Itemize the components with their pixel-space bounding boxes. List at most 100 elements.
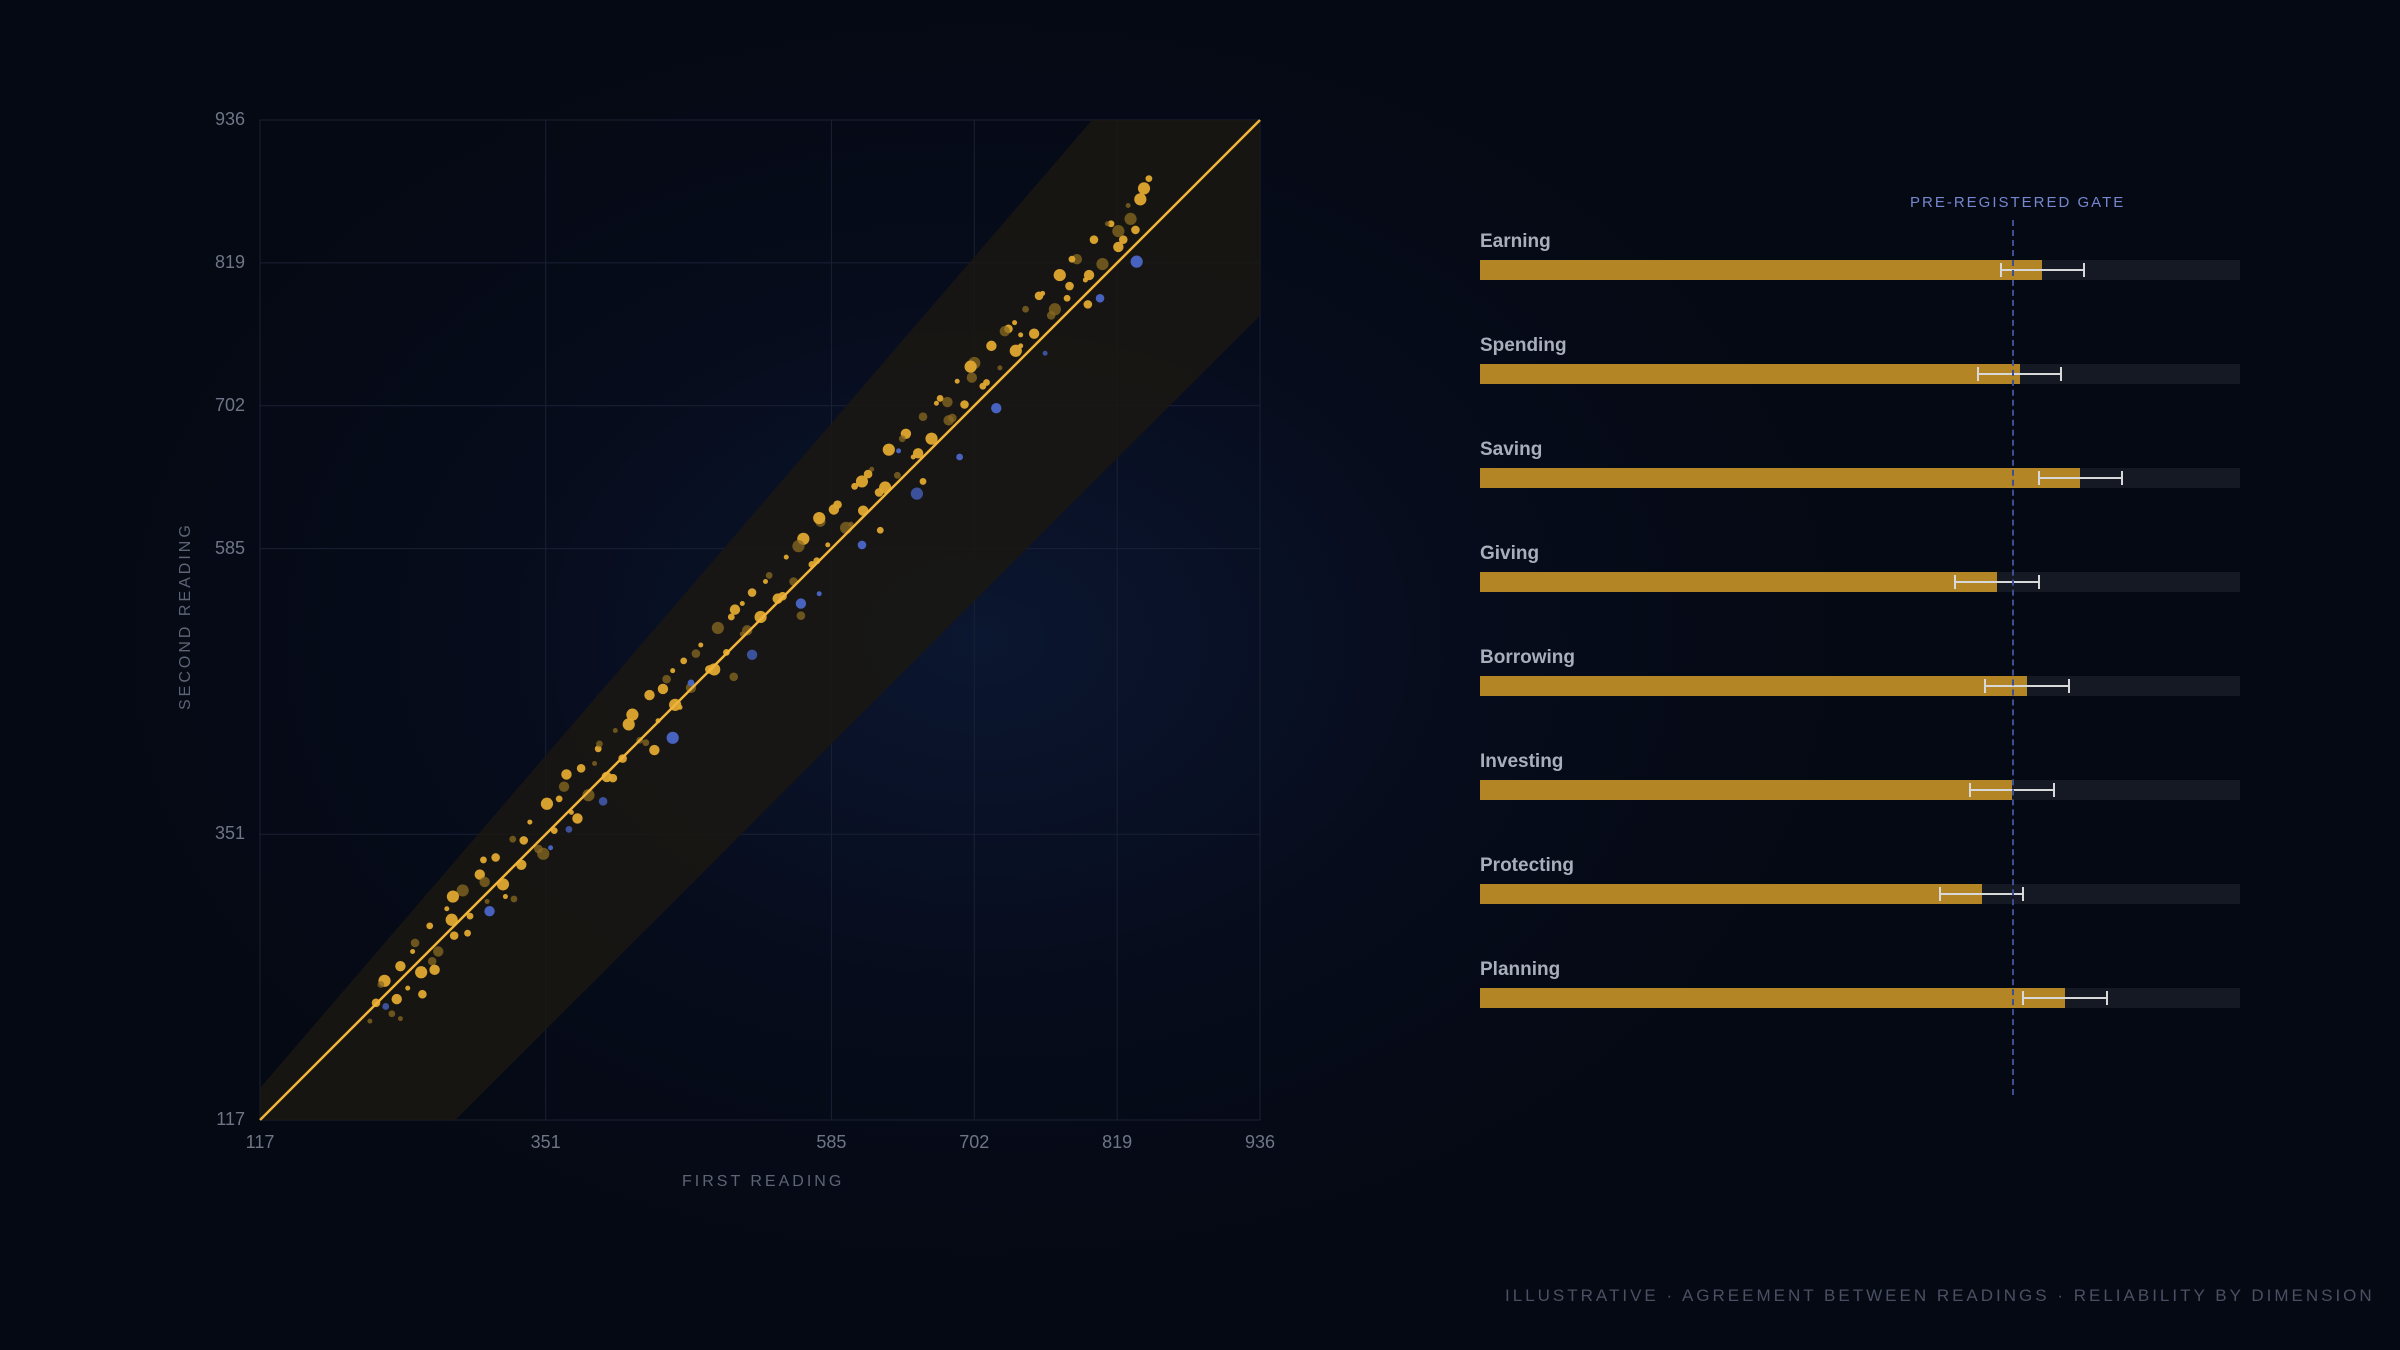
scatter-point-gold <box>429 964 440 976</box>
scatter-point-gold <box>592 760 598 766</box>
scatter-point-gold <box>855 475 869 488</box>
scatter-point-gold <box>480 856 487 864</box>
scatter-point-gold <box>405 985 411 991</box>
scatter-point-gold <box>919 478 927 485</box>
scatter-point-gold <box>762 579 768 585</box>
scatter-point-gold <box>1107 220 1115 228</box>
scatter-point-gold <box>622 718 635 731</box>
agreement-band <box>260 120 1260 1120</box>
scatter-point-gold <box>711 621 724 635</box>
scatter-point-gold <box>954 378 960 384</box>
scatter-point-gold <box>596 740 603 748</box>
scatter-point-gold <box>576 764 586 773</box>
scatter-point-blue <box>1042 350 1048 356</box>
scatter-point-gold <box>783 554 789 560</box>
scatter-point-gold <box>464 929 471 937</box>
scatter-point-gold <box>445 913 458 926</box>
scatter-point-gold <box>572 813 583 824</box>
scatter-point-gold <box>1034 291 1044 301</box>
scatter-point-gold <box>828 504 840 515</box>
x-tick-label: 351 <box>530 1132 561 1152</box>
scatter-point-blue <box>857 540 867 550</box>
scatter-point-gold <box>948 413 957 423</box>
scatter-point-gold <box>426 922 434 930</box>
scatter-point-gold <box>933 400 939 406</box>
scatter-point-gold <box>1068 255 1076 263</box>
scatter-point-gold <box>792 540 805 553</box>
scatter-point-gold <box>848 521 854 527</box>
scatter-point-gold <box>427 956 437 966</box>
scatter-point-blue <box>1095 293 1105 303</box>
scatter-point-gold <box>1018 343 1024 349</box>
scatter-point-gold <box>796 611 806 621</box>
scatter-point-gold <box>1089 235 1099 244</box>
x-tick-label: 117 <box>245 1132 275 1152</box>
scatter-point-gold <box>680 657 688 665</box>
scatter-point-gold <box>1071 253 1083 265</box>
scatter-point-gold <box>502 894 508 900</box>
scatter-point-gold <box>582 789 595 802</box>
scatter-point-gold <box>391 993 402 1005</box>
scatter-point-gold <box>1022 305 1029 313</box>
scatter-point-gold <box>367 1018 373 1024</box>
scatter-point-gold <box>608 773 618 783</box>
scatter-point-gold <box>410 938 420 948</box>
scatter-point-gold <box>561 769 572 780</box>
scatter-point-blue <box>910 487 923 500</box>
scatter-point-gold <box>677 704 683 710</box>
scatter-point-gold <box>876 526 884 534</box>
scatter-point-gold <box>537 847 550 860</box>
y-tick-label: 702 <box>214 394 245 415</box>
scatter-point-blue <box>896 448 902 454</box>
scatter-point-blue <box>565 826 573 833</box>
identity-line-stroke <box>259 119 1261 1121</box>
scatter-point-gold <box>377 981 385 988</box>
scatter-point-gold <box>626 708 639 721</box>
scatter-point-gold <box>642 739 650 747</box>
scatter-point-gold <box>882 443 895 456</box>
scatter-point-gold <box>936 394 944 402</box>
scatter-point-blue <box>795 598 807 609</box>
scatter-point-gold <box>1063 294 1071 302</box>
scatter-point-gold <box>410 949 416 955</box>
scatter-point-gold <box>397 1016 403 1022</box>
scatter-point-gold <box>765 572 773 579</box>
agreement-band-area <box>260 120 1260 1120</box>
scatter-point-gold <box>456 884 469 897</box>
x-tick-label: 585 <box>816 1132 847 1152</box>
scatter-point-gold <box>708 663 721 676</box>
y-tick-label: 819 <box>214 251 245 272</box>
scatter-point-gold <box>555 795 563 803</box>
scatter-point-gold <box>644 689 655 701</box>
scatter-point-gold <box>1113 241 1124 253</box>
scatter-point-gold <box>433 946 444 957</box>
scatter-point-gold <box>1145 175 1153 183</box>
scatter-point-blue <box>687 679 695 687</box>
scatter-point-gold <box>1028 328 1040 339</box>
scatter-point-blue <box>484 906 495 917</box>
scatter-point-gold <box>446 890 460 903</box>
scatter-point-gold <box>747 588 757 597</box>
scatter-point-gold <box>925 432 938 445</box>
scatter-point-blue <box>382 1003 390 1010</box>
scatter-point-gold <box>698 642 704 648</box>
scatter-point-blue <box>816 591 822 597</box>
scatter-point-gold <box>739 601 745 607</box>
scatter-point-gold <box>997 365 1003 371</box>
x-tick-label: 702 <box>959 1132 990 1152</box>
scatter-point-gold <box>657 683 669 695</box>
scatter-point-gold <box>1048 303 1061 316</box>
scatter-point-gold <box>466 912 474 920</box>
scatter-point-gold <box>1125 202 1131 208</box>
scatter-point-gold <box>670 668 676 674</box>
identity-line <box>259 119 1261 1121</box>
scatter-point-gold <box>474 869 485 880</box>
scatter-point-gold <box>1112 225 1125 238</box>
scatter-point-gold <box>893 471 901 479</box>
scatter-point-gold <box>912 448 924 459</box>
scatter-point-gold <box>444 906 450 912</box>
scatter-point-gold <box>1124 212 1137 226</box>
scatter-point-gold <box>1104 221 1110 227</box>
scatter-point-gold <box>918 412 928 422</box>
scatter-point-gold <box>966 372 978 383</box>
